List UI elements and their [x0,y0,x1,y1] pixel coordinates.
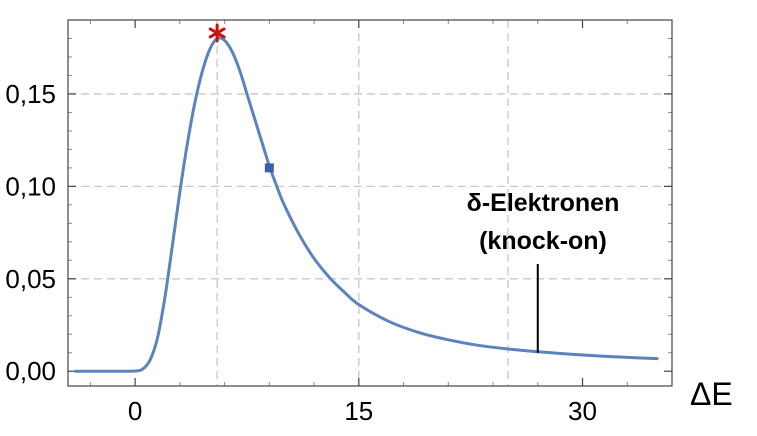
peak-marker-asterisk [208,23,226,43]
asterisk-stroke [208,27,226,39]
annotation-line-2: (knock-on) [479,227,607,255]
y-tick-label-0: 0,00 [5,356,56,386]
y-tick-labels: 0,00 0,05 0,10 0,15 [5,79,56,386]
y-tick-label-1: 0,05 [5,264,56,294]
annotation-line-1: δ-Elektronen [467,189,620,217]
grid-layer [68,20,672,386]
y-tick-label-3: 0,15 [5,79,56,109]
density-curve [73,36,659,373]
x-tick-label-1: 15 [344,396,373,426]
x-axis-title: ΔE [690,376,733,412]
plot-frame [67,19,673,387]
y-tick-label-2: 0,10 [5,171,56,201]
mean-marker-square [264,163,274,173]
x-tick-label-0: 0 [128,396,142,426]
minor-tick-layer [68,20,672,386]
x-tick-label-2: 30 [568,396,597,426]
x-tick-labels: 0 15 30 [128,396,597,426]
marker-layer [208,23,274,173]
